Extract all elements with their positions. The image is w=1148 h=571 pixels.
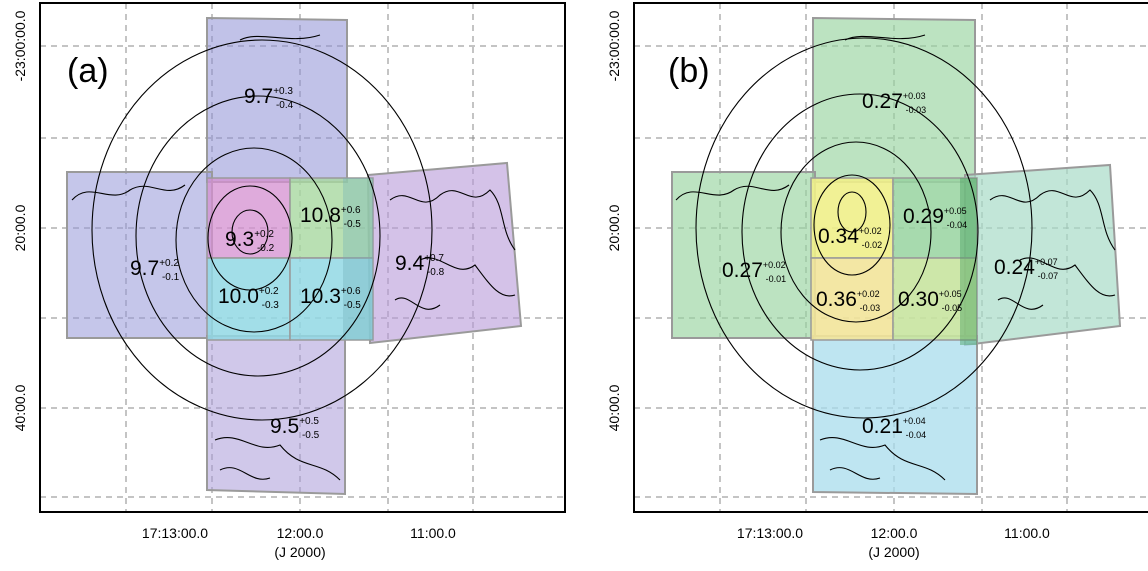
panel-a-value-west: 9.7+0.2 -0.1	[130, 257, 180, 283]
panel-b-xaxis-label: (J 2000)	[868, 544, 919, 560]
panel-b-value-center-ne: 0.29+0.05 -0.04	[903, 205, 967, 230]
panel-a-value-east: 9.4+0.7 -0.8	[395, 252, 445, 278]
panel-a-value-center-sw: 10.0+0.2 -0.3	[218, 285, 279, 311]
panel-b-frame	[633, 2, 1148, 513]
panel-b-contours	[675, 34, 1116, 481]
panel-a-xtick-1: 12:00.0	[277, 525, 324, 541]
panel-b-value-center-se: 0.30+0.05 -0.05	[898, 288, 962, 313]
panel-a-value-south: 9.5+0.5 -0.5	[270, 415, 320, 441]
panel-a-frame	[39, 2, 566, 513]
panel-b-label: (b)	[668, 52, 710, 90]
panel-a-overlap-strip	[343, 178, 373, 340]
panel-b-ytick-2: 40:00.0	[606, 384, 622, 431]
panel-b-ytick-1: 20:00.0	[606, 204, 622, 251]
panel-a-xtick-0: 17:13:00.0	[142, 525, 208, 541]
panel-a-region-east	[366, 161, 523, 345]
panel-b-value-south: 0.21+0.04 -0.04	[862, 415, 926, 440]
panel-b-value-east: 0.24+0.07 -0.07	[994, 256, 1058, 281]
panel-b-region-center-se	[892, 257, 978, 341]
panel-a-ytick-1: 20:00.0	[12, 204, 28, 251]
panel-a-label: (a)	[67, 52, 109, 90]
panel-b-overlap-strip	[960, 178, 977, 345]
panel-a-value-center-ne: 10.8+0.6 -0.5	[300, 204, 361, 230]
panel-b-value-center-nw: 0.34+0.02 -0.02	[818, 225, 882, 250]
panel-a-region-center-se	[289, 257, 374, 341]
panel-a-value-center-se: 10.3+0.6 -0.5	[300, 285, 361, 311]
panel-b-value-west: 0.27+0.02 -0.01	[722, 259, 786, 284]
panel-a-ytick-0: -23:00:00.0	[12, 10, 28, 81]
panel-a-xaxis-label: (J 2000)	[274, 544, 325, 560]
panel-b-xtick-1: 12:00.0	[871, 525, 918, 541]
panel-b: (b) -23:00:00.0 20:00.0 40:00.0 17:13:00…	[606, 2, 1148, 560]
panel-a-value-center-nw: 9.3+0.2 -0.2	[225, 228, 275, 254]
panel-b-ytick-0: -23:00:00.0	[606, 10, 622, 81]
panel-a: (a) -23:00:00.0 20:00.0 40:00.0 17:13:00…	[12, 2, 566, 560]
panel-a-value-north: 9.7+0.3 -0.4	[244, 85, 294, 111]
panel-b-value-center-sw: 0.36+0.02 -0.03	[816, 288, 880, 313]
panel-b-xtick-0: 17:13:00.0	[737, 525, 803, 541]
panel-b-value-north: 0.27+0.03 -0.03	[862, 90, 926, 115]
panel-a-xtick-2: 11:00.0	[410, 525, 456, 541]
panel-b-region-east	[964, 163, 1122, 347]
panel-a-contours	[71, 34, 516, 481]
panel-a-ytick-2: 40:00.0	[12, 384, 28, 431]
panel-b-xtick-2: 11:00.0	[1004, 525, 1050, 541]
panel-a-region-west	[66, 171, 213, 339]
